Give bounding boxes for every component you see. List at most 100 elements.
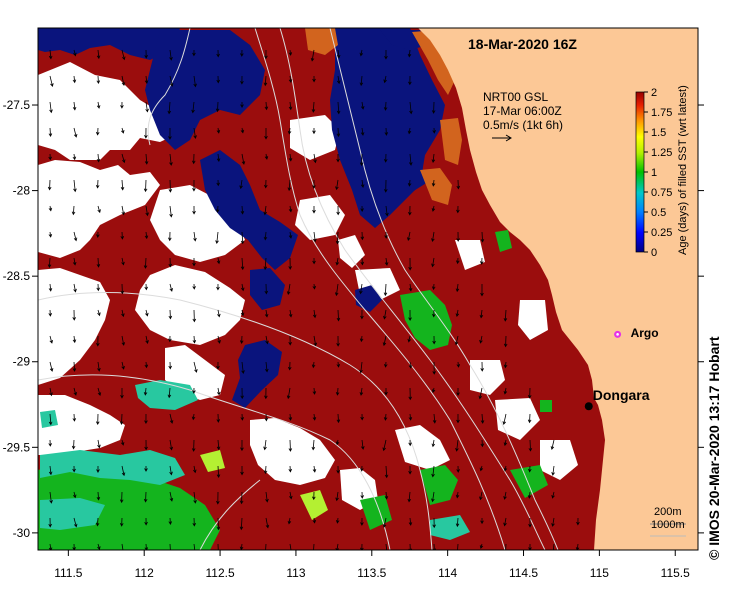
x-tick-label: 115	[590, 566, 609, 580]
current-arrow	[192, 387, 196, 394]
current-arrow	[432, 517, 436, 529]
x-tick-label: 114.5	[509, 566, 538, 580]
current-arrow	[287, 517, 292, 525]
current-arrow	[263, 75, 268, 87]
current-arrow	[263, 179, 268, 189]
current-arrow	[431, 257, 435, 268]
x-tick-label: 113	[286, 566, 305, 580]
current-arrow	[527, 413, 532, 424]
current-arrow	[169, 49, 173, 61]
current-arrow	[263, 205, 267, 216]
current-arrow	[168, 309, 173, 320]
current-arrow	[528, 439, 533, 452]
current-arrow	[168, 231, 172, 242]
current-arrow	[120, 439, 125, 446]
current-arrow	[312, 309, 317, 319]
colorbar-tick-label: 0	[651, 247, 657, 259]
current-arrow	[359, 75, 364, 87]
current-arrow	[383, 413, 388, 421]
current-arrow	[359, 283, 363, 295]
current-arrow	[143, 257, 148, 269]
current-arrow	[431, 205, 436, 212]
y-tick-label: -27.5	[3, 98, 31, 112]
current-legend-line-1: NRT00 GSL	[483, 90, 549, 104]
depth-legend-1000: 1000m	[651, 519, 685, 531]
current-arrow	[240, 413, 245, 421]
current-arrow	[479, 465, 484, 472]
current-arrow	[551, 491, 555, 499]
current-arrow	[264, 283, 269, 295]
current-arrow	[480, 361, 484, 372]
current-arrow	[360, 309, 364, 320]
y-tick-label: -28.5	[3, 269, 31, 283]
current-arrow	[143, 179, 148, 193]
current-arrow	[289, 543, 292, 550]
current-arrow	[265, 491, 269, 503]
current-arrow	[336, 49, 341, 59]
current-arrow	[193, 361, 198, 373]
current-arrow	[48, 413, 53, 426]
current-arrow	[264, 413, 269, 422]
current-arrow	[480, 517, 484, 525]
current-arrow	[96, 153, 101, 163]
current-arrow	[96, 101, 101, 109]
current-arrow	[264, 153, 269, 160]
current-arrow	[383, 153, 388, 163]
current-arrow	[480, 231, 485, 243]
current-arrow	[264, 309, 269, 318]
recent-data-patches	[38, 28, 445, 408]
colorbar-tick-label: 0.75	[651, 187, 672, 199]
current-arrow	[193, 491, 197, 504]
current-arrow	[336, 309, 341, 322]
current-arrow	[216, 127, 221, 134]
current-arrow	[216, 517, 221, 531]
current-arrow	[335, 387, 340, 396]
current-arrow	[336, 101, 341, 115]
current-arrow	[121, 335, 126, 346]
current-arrow	[192, 335, 197, 344]
current-arrow	[216, 387, 221, 396]
current-arrow	[479, 309, 484, 319]
current-arrow	[241, 361, 245, 374]
current-arrow	[239, 335, 244, 344]
current-arrow	[71, 205, 76, 216]
current-arrow	[360, 517, 364, 526]
current-arrow	[239, 517, 244, 531]
current-arrow	[193, 465, 197, 474]
current-arrow	[383, 179, 388, 193]
current-arrow	[360, 543, 364, 550]
current-arrow	[288, 335, 292, 346]
current-arrow	[192, 179, 196, 192]
current-arrow	[503, 517, 507, 527]
current-arrow	[335, 257, 340, 266]
current-arrow	[312, 257, 316, 265]
current-arrow	[312, 517, 317, 524]
current-arrow	[431, 387, 436, 394]
current-arrow	[96, 465, 100, 473]
current-arrow	[120, 387, 124, 399]
current-arrow	[359, 49, 364, 57]
current-arrow	[408, 283, 413, 292]
dongara-marker	[584, 402, 593, 411]
current-arrow	[383, 75, 387, 84]
current-arrow	[120, 179, 125, 191]
current-arrow	[215, 205, 220, 213]
current-arrow	[407, 335, 412, 343]
current-arrow	[479, 543, 484, 549]
place-label-dongara: Dongara	[592, 387, 650, 404]
colorbar-tick-label: 2	[651, 87, 657, 99]
depth-contours	[38, 28, 559, 550]
current-arrow	[239, 491, 244, 505]
current-arrow	[144, 231, 149, 240]
current-arrow	[97, 439, 101, 449]
current-arrow	[408, 387, 413, 401]
current-arrow	[456, 231, 460, 242]
current-arrow	[169, 543, 171, 550]
current-arrow	[288, 101, 293, 111]
current-arrow	[169, 439, 174, 451]
current-arrow	[480, 283, 484, 297]
current-arrow	[336, 361, 341, 368]
current-arrow	[240, 257, 245, 271]
current-arrow	[96, 49, 101, 60]
current-arrow	[192, 205, 196, 215]
